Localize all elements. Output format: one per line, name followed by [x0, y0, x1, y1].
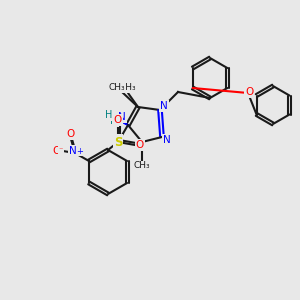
Text: O: O	[136, 140, 144, 150]
Text: O: O	[53, 146, 61, 156]
Text: CH₃: CH₃	[120, 83, 136, 92]
Text: O: O	[67, 129, 75, 139]
Text: H: H	[105, 110, 113, 120]
Text: CH₃: CH₃	[134, 161, 150, 170]
Text: N: N	[160, 101, 168, 111]
Text: CH₃: CH₃	[109, 83, 125, 92]
Text: ⁻: ⁻	[59, 146, 63, 154]
Text: S: S	[114, 136, 122, 148]
Text: H: H	[110, 116, 118, 126]
Text: O: O	[114, 115, 122, 125]
Text: +: +	[76, 146, 83, 155]
Text: N: N	[163, 135, 171, 145]
Text: N: N	[118, 112, 126, 122]
Text: O: O	[245, 87, 253, 97]
Text: N: N	[69, 146, 77, 156]
